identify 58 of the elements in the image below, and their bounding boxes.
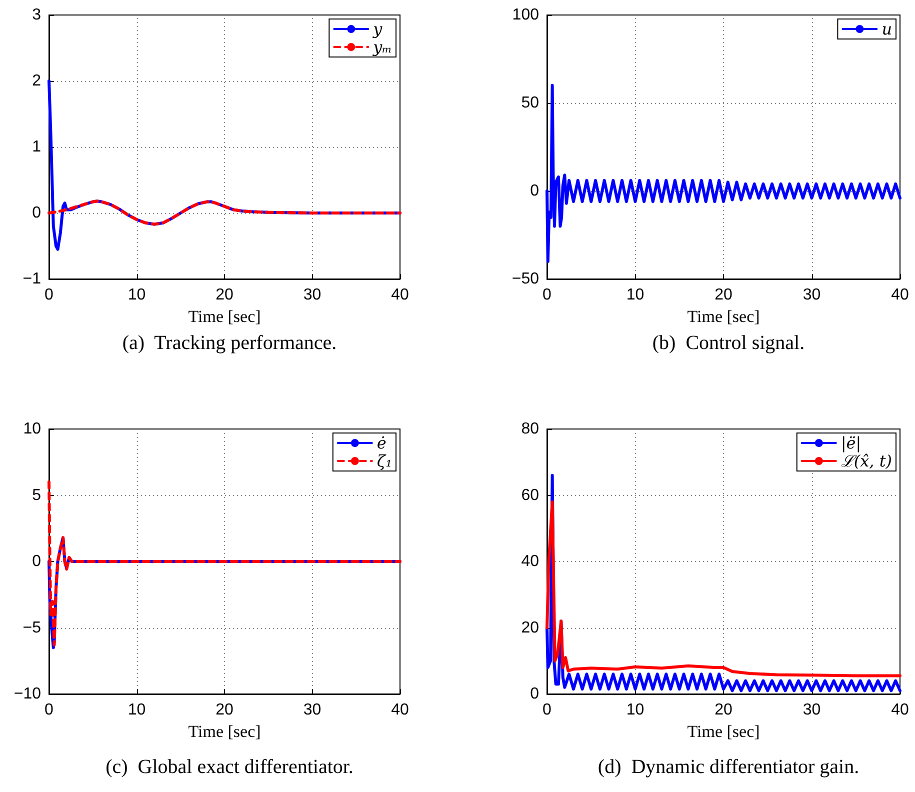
x-tick-label: 20 bbox=[216, 702, 234, 718]
text: (a) Tracking performance. bbox=[122, 332, 337, 354]
x-axis-title: Time [sec] bbox=[188, 722, 261, 741]
legend-label: y bbox=[372, 20, 384, 38]
line-series bbox=[546, 84, 902, 263]
x-tick-label: 30 bbox=[802, 702, 821, 718]
y-tick-label: 3 bbox=[32, 6, 42, 24]
y-tick-label: 2 bbox=[32, 72, 42, 90]
y-tick-label: 100 bbox=[512, 6, 540, 24]
text: (d) Dynamic differentiator gain. bbox=[598, 756, 860, 778]
x-tick-label: 40 bbox=[391, 286, 409, 304]
x-tick-label: 20 bbox=[216, 286, 234, 304]
y-tick-label: 50 bbox=[521, 94, 540, 112]
x-tick-label: 40 bbox=[891, 702, 909, 718]
x-tick-label: 10 bbox=[626, 286, 644, 304]
x-tick-label: 30 bbox=[802, 286, 821, 304]
line-series bbox=[546, 500, 902, 678]
x-tick-label: 0 bbox=[44, 702, 54, 718]
y-tick-label: 80 bbox=[521, 420, 540, 438]
y-tick-label: −5 bbox=[22, 619, 42, 636]
x-tick-label: 20 bbox=[714, 702, 732, 718]
y-tick-label: −10 bbox=[14, 686, 42, 702]
line-series bbox=[48, 200, 402, 226]
y-tick-label: 0 bbox=[530, 182, 540, 200]
y-tick-label: −1 bbox=[22, 270, 42, 288]
y-tick-label: 0 bbox=[32, 553, 42, 570]
legend-label: ζ₁ bbox=[376, 452, 392, 470]
legend-label: yₘ bbox=[372, 38, 392, 56]
y-tick-label: 5 bbox=[32, 486, 42, 504]
y-tick-label: 20 bbox=[521, 619, 540, 636]
x-axis-title: Time [sec] bbox=[687, 306, 760, 326]
x-tick-label: 30 bbox=[303, 286, 322, 304]
text: (b) Control signal. bbox=[652, 332, 805, 354]
line-series bbox=[48, 480, 402, 646]
x-tick-label: 10 bbox=[128, 702, 146, 718]
y-tick-label: 40 bbox=[521, 553, 540, 570]
x-tick-label: 0 bbox=[542, 702, 552, 718]
x-tick-label: 20 bbox=[714, 286, 732, 304]
x-tick-label: 0 bbox=[44, 286, 54, 304]
y-tick-label: −50 bbox=[512, 270, 540, 288]
legend-label: |ë| bbox=[840, 434, 862, 452]
x-tick-label: 0 bbox=[542, 286, 552, 304]
text: (c) Global exact differentiator. bbox=[106, 756, 354, 778]
x-tick-label: 10 bbox=[626, 702, 644, 718]
y-tick-label: 1 bbox=[32, 138, 42, 156]
legend-label: ė bbox=[376, 434, 386, 452]
legend-label: ℒ(x̂, t) bbox=[840, 452, 892, 470]
x-tick-label: 40 bbox=[391, 702, 409, 718]
x-tick-label: 30 bbox=[303, 702, 322, 718]
y-tick-label: 0 bbox=[530, 686, 540, 702]
legend-label: u bbox=[882, 20, 892, 38]
x-tick-label: 40 bbox=[891, 286, 909, 304]
y-tick-label: 10 bbox=[23, 420, 42, 438]
y-tick-label: 60 bbox=[521, 486, 540, 504]
x-axis-title: Time [sec] bbox=[188, 306, 261, 326]
x-tick-label: 10 bbox=[128, 286, 146, 304]
x-axis-title: Time [sec] bbox=[687, 722, 760, 741]
y-tick-label: 0 bbox=[32, 204, 42, 222]
